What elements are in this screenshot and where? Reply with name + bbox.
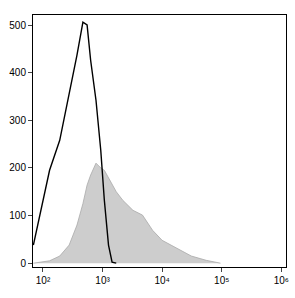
svg-text:10⁴: 10⁴: [154, 275, 169, 286]
svg-text:10²: 10²: [36, 275, 51, 286]
svg-text:300: 300: [9, 115, 26, 126]
svg-text:400: 400: [9, 67, 26, 78]
svg-text:100: 100: [9, 210, 26, 221]
svg-text:10⁵: 10⁵: [214, 275, 229, 286]
svg-text:200: 200: [9, 162, 26, 173]
svg-text:0: 0: [20, 258, 26, 269]
svg-text:10⁶: 10⁶: [274, 275, 289, 286]
svg-text:10³: 10³: [95, 275, 110, 286]
svg-text:500: 500: [9, 20, 26, 31]
